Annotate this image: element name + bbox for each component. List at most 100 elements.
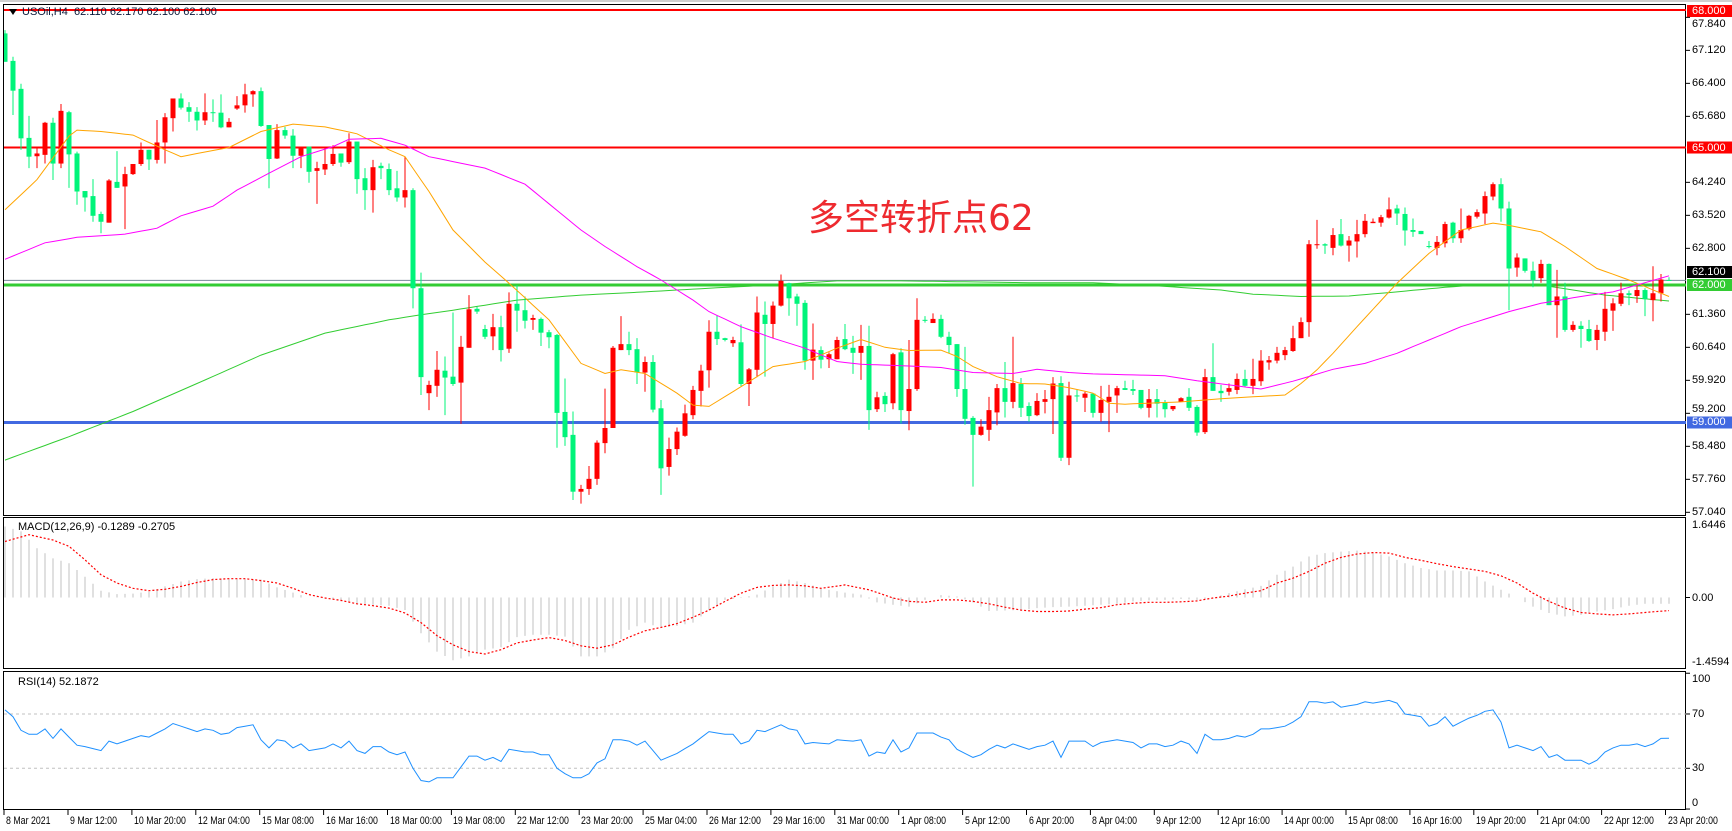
candle xyxy=(338,153,344,167)
candle-body xyxy=(1122,388,1128,390)
candle xyxy=(290,129,296,169)
candle xyxy=(410,188,416,309)
candle xyxy=(218,94,224,129)
candle-body xyxy=(570,434,576,492)
level-badge-label: 65.000 xyxy=(1692,141,1726,154)
candle xyxy=(1234,373,1240,395)
candle-body xyxy=(1450,222,1456,239)
candle-body xyxy=(498,327,504,351)
symbol-info: USOil,H4 62.110 62.170 62.100 62.100 xyxy=(22,6,217,18)
candle xyxy=(1562,282,1568,332)
rsi-scale-label: 30 xyxy=(1692,762,1705,775)
time-axis-label: 21 Apr 04:00 xyxy=(1539,815,1590,827)
candle xyxy=(434,350,440,397)
candle xyxy=(426,380,432,411)
candle-body xyxy=(178,98,184,108)
candle-body xyxy=(1074,395,1080,397)
candle-body xyxy=(778,280,784,306)
candle-body xyxy=(1058,383,1064,458)
candle-body xyxy=(1506,208,1512,269)
symbol-ohlc: 62.110 62.170 62.100 62.100 xyxy=(73,6,217,18)
rsi-panel[interactable] xyxy=(3,671,1686,810)
candle xyxy=(1634,285,1640,303)
time-axis-label: 1 Apr 08:00 xyxy=(900,815,946,827)
candle-body xyxy=(514,303,520,311)
candle-body xyxy=(1282,350,1288,356)
candle-body xyxy=(866,345,872,411)
candle xyxy=(450,312,456,386)
candle-body xyxy=(1314,244,1320,246)
candle-body xyxy=(994,388,1000,413)
candle-body xyxy=(378,165,384,169)
candle-body xyxy=(506,303,512,349)
candle xyxy=(298,146,304,169)
candle-body xyxy=(522,310,528,321)
candle xyxy=(34,146,40,169)
time-axis-label: 29 Mar 16:00 xyxy=(772,815,825,827)
candle xyxy=(466,295,472,348)
candle-body xyxy=(74,153,80,192)
candle xyxy=(714,315,720,346)
time-axis-label: 23 Apr 20:00 xyxy=(1667,815,1718,827)
candle xyxy=(778,274,784,307)
candle xyxy=(1314,219,1320,249)
price-axis-label: 64.240 xyxy=(1692,176,1726,189)
candle xyxy=(1474,209,1480,219)
candle-body xyxy=(898,352,904,411)
candle-body xyxy=(1602,308,1608,332)
candle-body xyxy=(26,137,32,157)
candle xyxy=(858,324,864,380)
candle-body xyxy=(210,112,216,114)
candle xyxy=(162,113,168,164)
candle-body xyxy=(1626,293,1632,296)
candle-body xyxy=(906,389,912,412)
time-axis-label: 12 Mar 04:00 xyxy=(197,815,250,827)
time-axis-label: 22 Mar 12:00 xyxy=(517,815,570,827)
level-badge xyxy=(1687,5,1732,17)
main-price-panel[interactable] xyxy=(3,4,1686,516)
candle-body xyxy=(442,370,448,378)
candle xyxy=(1338,219,1344,247)
candle-body xyxy=(1354,234,1360,242)
candle-body xyxy=(330,153,336,165)
candle xyxy=(98,211,104,234)
candle-body xyxy=(578,488,584,492)
current-price-badge xyxy=(1687,266,1732,278)
chart-annotation-text[interactable]: 多空转折点62 xyxy=(808,198,1034,239)
macd-label: MACD(12,26,9) -0.1289 -0.2705 xyxy=(18,521,176,533)
macd-panel[interactable] xyxy=(3,517,1686,669)
level-badge-label: 68.000 xyxy=(1692,5,1726,17)
candle-body xyxy=(1522,258,1528,271)
candle xyxy=(682,404,688,437)
candle xyxy=(1410,218,1416,237)
candle-body xyxy=(1458,230,1464,239)
candle-body xyxy=(1098,400,1104,413)
candle xyxy=(586,466,592,495)
time-axis-label: 14 Apr 00:00 xyxy=(1284,815,1335,827)
candle-body xyxy=(922,319,928,321)
rsi-scale-label: 70 xyxy=(1692,707,1705,720)
candle xyxy=(690,385,696,420)
candle xyxy=(906,339,912,431)
candle-body xyxy=(618,344,624,351)
candle-body xyxy=(1666,279,1672,281)
candle-body xyxy=(682,413,688,436)
candle xyxy=(1226,383,1232,396)
candle-body xyxy=(738,342,744,384)
candle xyxy=(746,367,752,406)
candle xyxy=(826,352,832,368)
candle xyxy=(970,416,976,487)
candle-body xyxy=(402,190,408,198)
candle-body xyxy=(362,178,368,191)
candle xyxy=(874,391,880,412)
candle-body xyxy=(610,347,616,428)
candle xyxy=(754,296,760,378)
candle xyxy=(1090,393,1096,418)
candle-body xyxy=(1050,383,1056,400)
triangle-down-icon[interactable] xyxy=(9,9,17,15)
candle xyxy=(578,484,584,504)
candle-body xyxy=(1162,402,1168,410)
candle xyxy=(226,118,232,128)
candle xyxy=(1290,325,1296,352)
